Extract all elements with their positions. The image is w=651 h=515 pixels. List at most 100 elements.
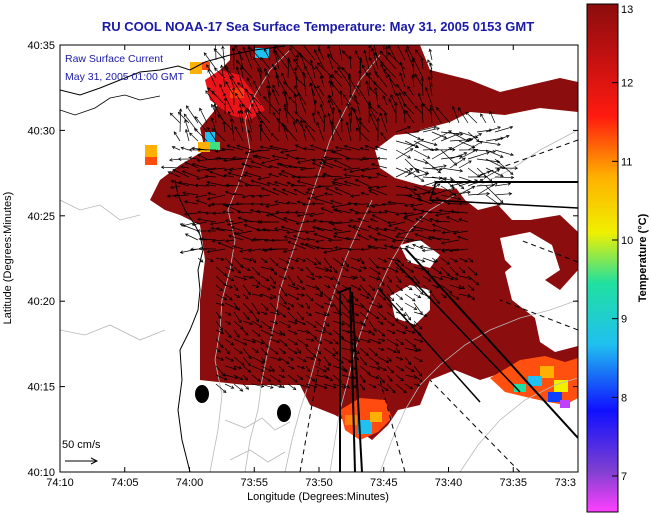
current-vector	[195, 184, 208, 187]
current-vector-head	[385, 45, 389, 49]
current-vector	[197, 218, 217, 223]
current-vector	[404, 374, 418, 379]
current-vector	[377, 284, 383, 292]
current-vector-head	[426, 155, 431, 159]
current-vector	[223, 158, 244, 161]
current-vector-head	[377, 271, 381, 275]
current-vector	[278, 293, 287, 305]
current-vector-head	[236, 210, 241, 214]
current-vector-head	[347, 201, 351, 206]
current-vector	[287, 275, 295, 286]
current-vector-head	[367, 210, 372, 214]
current-vector-head	[296, 213, 301, 218]
current-vector-head	[401, 269, 406, 273]
current-vector-head	[500, 173, 504, 178]
current-vector	[422, 257, 437, 263]
current-vector-head	[368, 330, 372, 334]
current-vector-head	[399, 61, 403, 66]
current-vector-head	[465, 111, 469, 116]
current-vector	[223, 121, 226, 133]
sst-patch-se-yellow	[540, 366, 554, 378]
current-vector-head	[435, 285, 440, 289]
current-vector-head	[368, 57, 373, 61]
current-vector	[260, 284, 271, 291]
current-vector-head	[413, 306, 418, 310]
current-vector-head	[168, 158, 173, 162]
x-tick-label: 74:10	[46, 477, 74, 489]
current-vector	[215, 266, 227, 276]
current-vector	[377, 338, 385, 341]
current-vector-head	[345, 268, 349, 272]
current-vector-head	[282, 249, 287, 254]
current-vector	[384, 210, 397, 214]
current-vector-head	[496, 159, 501, 164]
current-vector	[296, 284, 305, 290]
current-vector-head	[230, 385, 235, 389]
colorbar-tick-label: 13	[621, 4, 633, 16]
current-vector-head	[299, 119, 304, 124]
current-vector	[394, 227, 406, 232]
current-vector-head	[297, 92, 301, 97]
current-vector-head	[214, 37, 217, 40]
current-vector-head	[354, 211, 359, 215]
current-vector	[360, 248, 370, 250]
current-vector	[413, 347, 422, 351]
current-vector	[395, 284, 403, 291]
current-vector	[333, 235, 352, 241]
current-vector-head	[365, 204, 370, 208]
current-vector-head	[375, 315, 380, 320]
current-vector-head	[383, 227, 387, 232]
current-vector	[395, 149, 411, 159]
current-vector-head	[276, 312, 280, 316]
current-vector-head	[478, 133, 483, 137]
current-vector-head	[448, 130, 452, 134]
current-vector-head	[327, 362, 331, 367]
current-vector-head	[256, 67, 261, 71]
current-vector-head	[258, 220, 263, 224]
current-vector	[260, 347, 268, 356]
current-vector-head	[320, 305, 325, 309]
current-vector	[305, 230, 316, 233]
current-vector-head	[185, 105, 190, 109]
current-vector	[217, 114, 235, 133]
current-vector-head	[405, 48, 409, 53]
current-vector-head	[292, 386, 297, 391]
current-vector	[242, 302, 253, 314]
current-vector-head	[379, 288, 383, 293]
current-vector	[403, 217, 415, 223]
current-vector	[359, 284, 370, 296]
current-vector	[296, 119, 307, 133]
current-vector	[350, 257, 361, 262]
current-vector-head	[270, 267, 275, 272]
current-vector	[296, 302, 304, 308]
current-vector	[341, 320, 352, 328]
current-vector-head	[179, 223, 184, 227]
current-vector	[355, 127, 370, 142]
current-vector-head	[457, 235, 461, 239]
current-vector-head	[166, 194, 171, 198]
current-vector-head	[235, 92, 239, 97]
current-vector	[346, 103, 352, 115]
current-vector	[349, 167, 370, 173]
current-vector-head	[284, 343, 288, 347]
current-vector-head	[354, 178, 359, 183]
current-vector-head	[381, 282, 385, 286]
current-vector	[314, 257, 321, 265]
current-vector-head	[351, 376, 355, 380]
current-vector	[266, 212, 280, 216]
current-vector-head	[426, 270, 430, 274]
sst-patch-se-purple	[560, 400, 570, 408]
current-vector	[377, 347, 385, 351]
current-vector-head	[285, 230, 290, 235]
current-vector-head	[368, 190, 372, 194]
current-vector	[296, 54, 298, 70]
current-vector	[269, 374, 281, 383]
current-vector	[274, 201, 289, 205]
current-vector-head	[290, 357, 294, 361]
current-vector-head	[362, 156, 366, 160]
current-vector	[316, 247, 334, 250]
current-vector	[494, 176, 514, 178]
current-vector-head	[326, 312, 330, 316]
current-vector-head	[232, 156, 236, 160]
current-vector-head	[367, 101, 372, 106]
